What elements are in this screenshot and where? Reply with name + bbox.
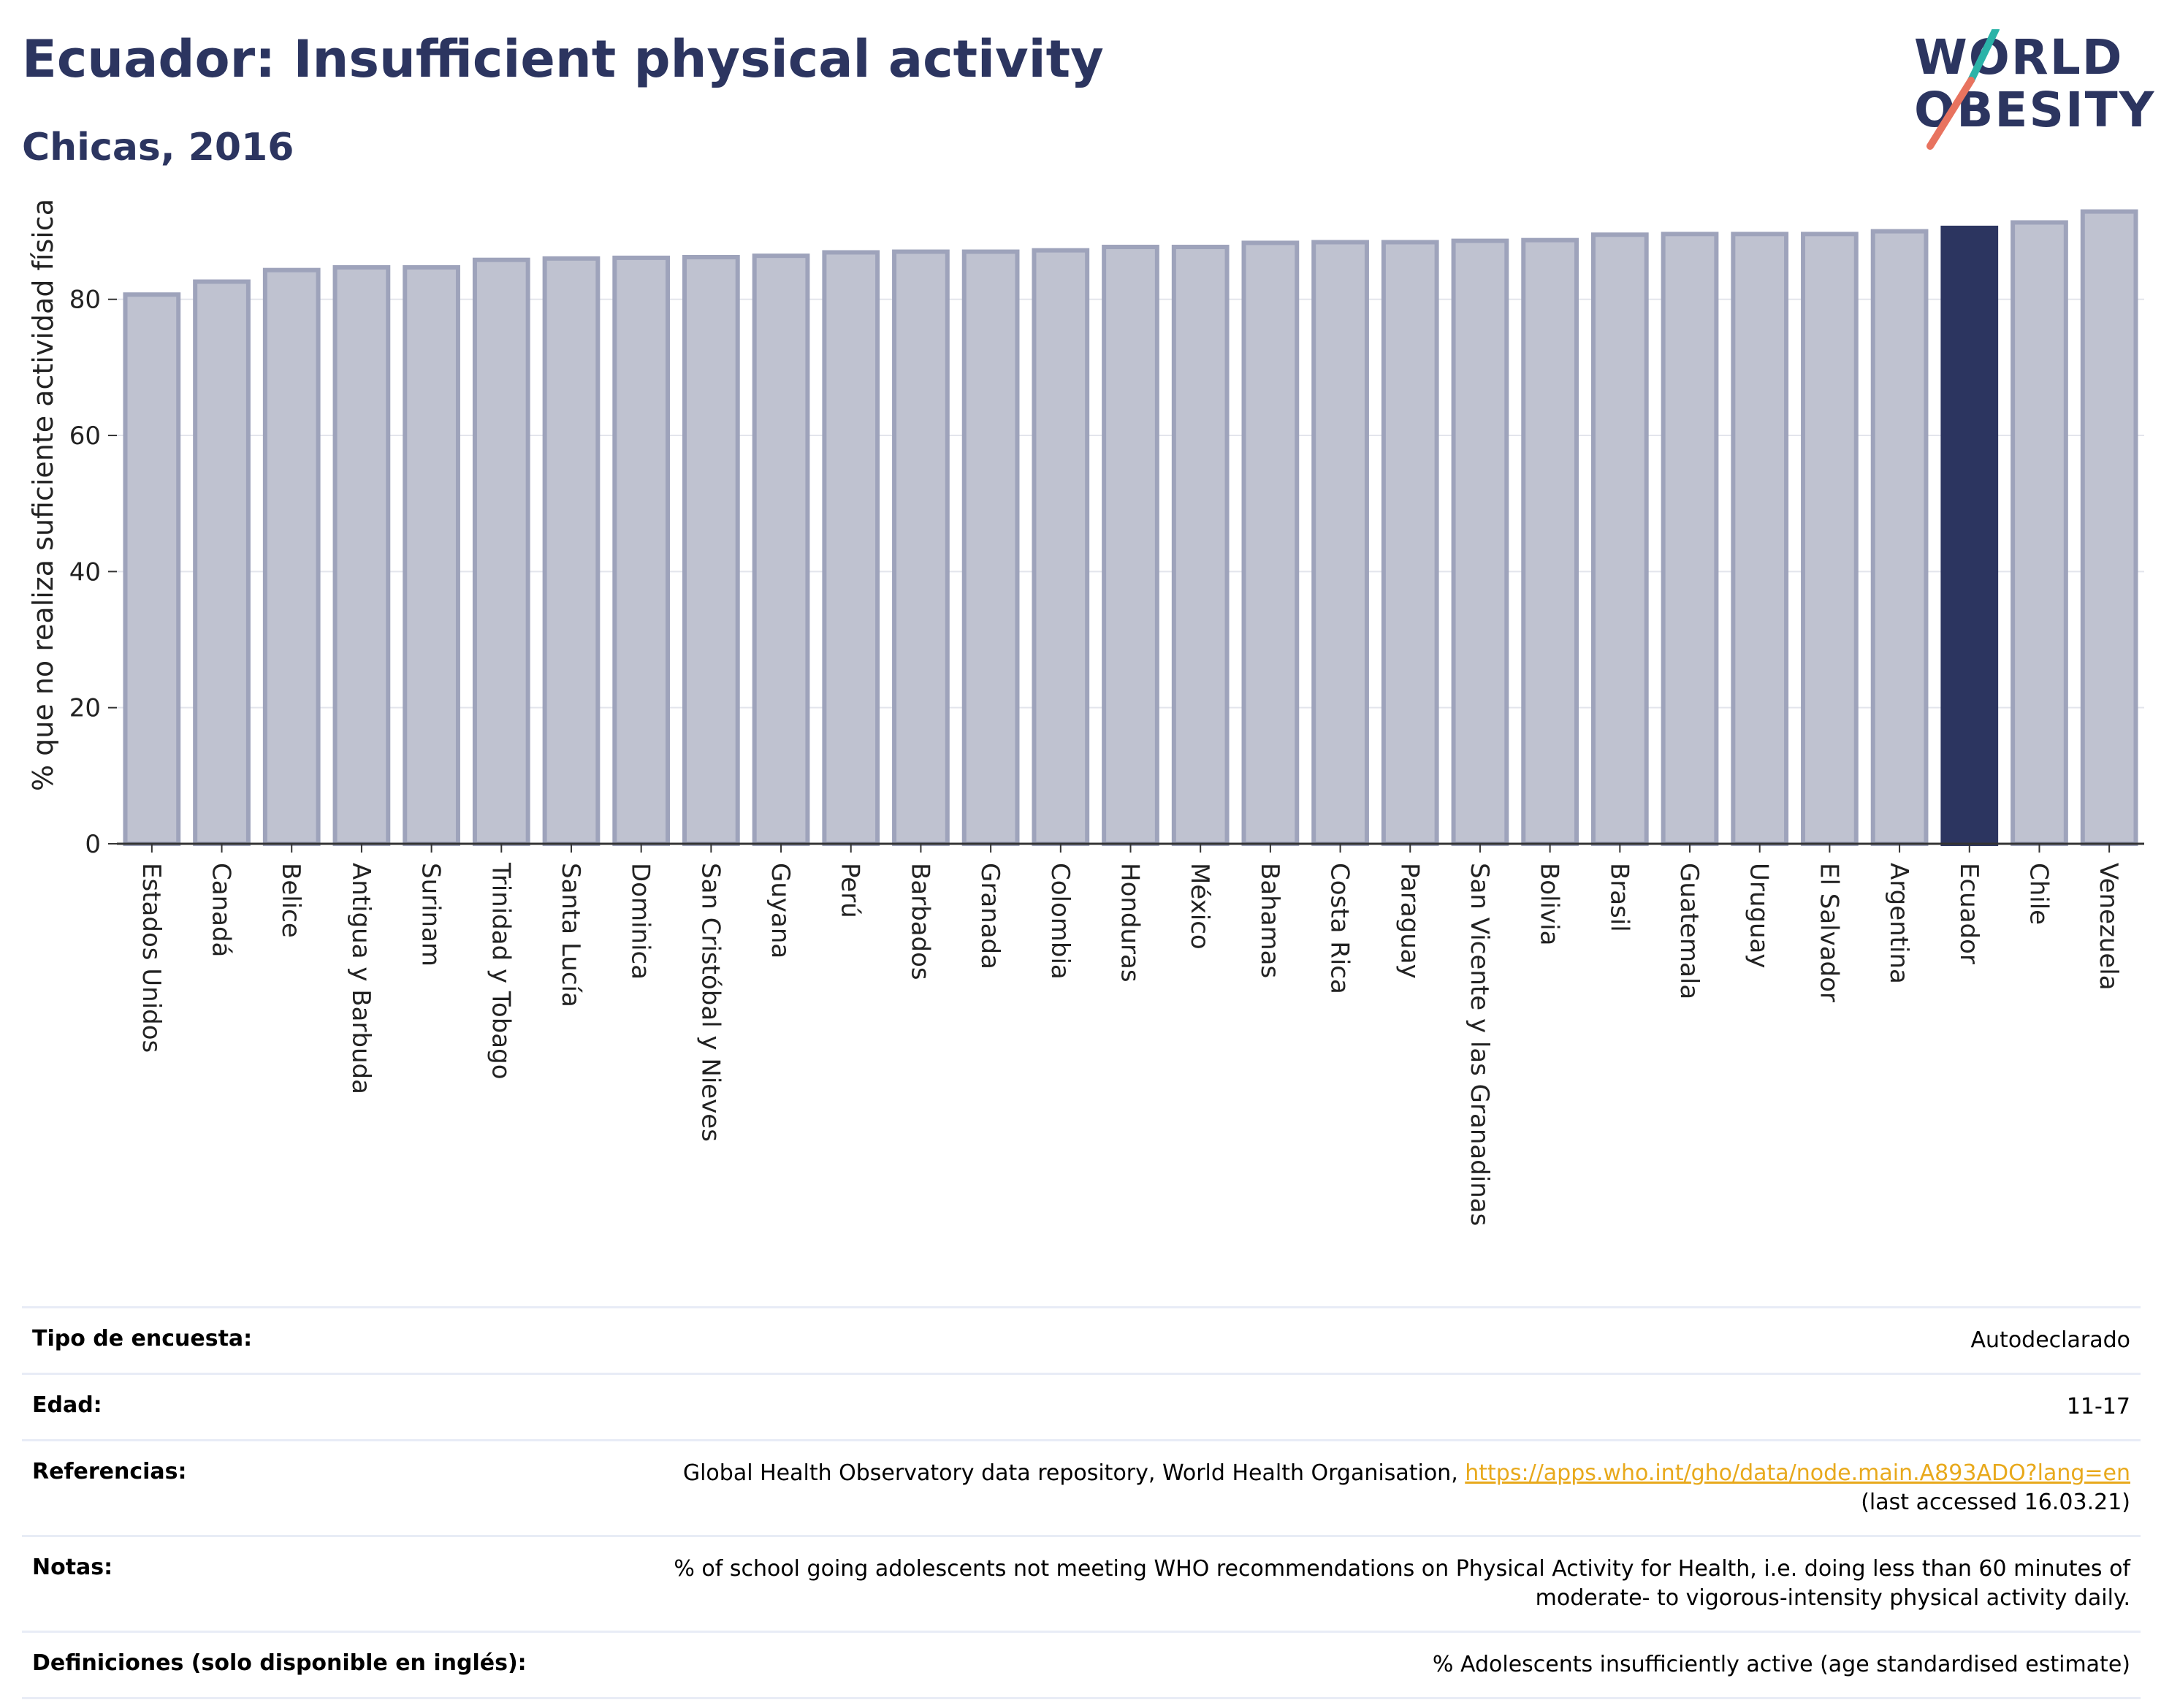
reference-link[interactable]: https://apps.who.int/gho/data/node.main.… bbox=[1465, 1460, 2130, 1486]
bar-belice bbox=[262, 267, 321, 846]
bar-canad- bbox=[193, 279, 251, 846]
x-tick-label: Uruguay bbox=[1745, 863, 1774, 969]
reference-accessed: (last accessed 16.03.21) bbox=[1861, 1490, 2130, 1515]
bar-antigua-y-barbuda bbox=[332, 264, 391, 846]
x-tick-label: Colombia bbox=[1045, 863, 1075, 980]
x-tick-label: El Salvador bbox=[1814, 863, 1843, 1002]
x-tick-label: Bolivia bbox=[1535, 863, 1564, 945]
bar-granada bbox=[961, 249, 1020, 846]
bar-guyana bbox=[752, 253, 810, 846]
bar-costa-rica bbox=[1311, 240, 1369, 847]
bar-ecuador bbox=[1940, 225, 1999, 846]
x-tick-label: San Vicente y las Granadinas bbox=[1465, 863, 1494, 1226]
notes-line2: moderate- to vigorous-intensity physical… bbox=[1535, 1585, 2130, 1611]
x-axis-ticks: Estados Unidos Canadá Belice Antigua y Barb… bbox=[137, 844, 2123, 1226]
bar-san-crist-bal-y-nieves bbox=[682, 254, 740, 846]
y-tick-label: 0 bbox=[85, 830, 101, 859]
x-tick-label: Ecuador bbox=[1954, 863, 1983, 964]
bar-bahamas bbox=[1241, 240, 1300, 847]
metadata-table: Tipo de encuesta: Autodeclarado Edad: 11… bbox=[22, 1306, 2141, 1699]
meta-row-definitions: Definiciones (solo disponible en inglés)… bbox=[22, 1631, 2141, 1699]
x-tick-label: Estados Unidos bbox=[137, 863, 166, 1053]
bar-barbados bbox=[892, 249, 950, 846]
bar-trinidad-y-tobago bbox=[472, 257, 530, 846]
x-tick-label: Barbados bbox=[905, 863, 934, 980]
meta-value: % of school going adolescents not meetin… bbox=[674, 1555, 2130, 1613]
bar-colombia bbox=[1032, 248, 1090, 846]
y-tick-label: 20 bbox=[69, 694, 101, 723]
bar-m-xico bbox=[1171, 245, 1230, 846]
bar-santa-luc-a bbox=[542, 256, 601, 846]
x-tick-label: Chile bbox=[2024, 863, 2053, 925]
bar-surinam bbox=[403, 264, 460, 846]
x-tick-label: Antigua y Barbuda bbox=[346, 863, 376, 1094]
meta-key: Notas: bbox=[32, 1555, 113, 1580]
x-tick-label: Canadá bbox=[207, 863, 236, 957]
x-tick-label: Costa Rica bbox=[1325, 863, 1354, 994]
meta-key: Referencias: bbox=[32, 1459, 187, 1484]
y-tick-label: 60 bbox=[69, 422, 101, 451]
bar-per- bbox=[822, 250, 880, 846]
x-tick-label: México bbox=[1185, 863, 1214, 950]
bar-uruguay bbox=[1731, 232, 1789, 847]
logo-line1: WORLD bbox=[1914, 29, 2124, 85]
notes-line1: % of school going adolescents not meetin… bbox=[674, 1556, 2130, 1582]
bar-brasil bbox=[1590, 232, 1649, 847]
x-tick-label: Bahamas bbox=[1255, 863, 1284, 978]
meta-key: Definiciones (solo disponible en inglés)… bbox=[32, 1650, 527, 1676]
meta-row-survey-type: Tipo de encuesta: Autodeclarado bbox=[22, 1306, 2141, 1373]
x-tick-label: Argentina bbox=[1884, 863, 1913, 984]
page-subtitle: Chicas, 2016 bbox=[22, 126, 294, 169]
bar-chart: 0 20 40 60 80 Estados Unidos Canadá Belice Anti… bbox=[27, 199, 2144, 1226]
reference-text: Global Health Observatory data repositor… bbox=[682, 1460, 1466, 1486]
bar-chile bbox=[2011, 220, 2068, 846]
y-axis-ticks: 0 20 40 60 80 bbox=[69, 286, 117, 859]
meta-value: % Adolescents insufficiently active (age… bbox=[1432, 1652, 2130, 1677]
bar-el-salvador bbox=[1801, 232, 1859, 847]
logo-slash-icon bbox=[1926, 29, 2000, 150]
x-tick-label: Perú bbox=[836, 863, 865, 918]
y-tick-label: 80 bbox=[69, 286, 101, 315]
y-axis-label: % que no realiza suficiente actividad fí… bbox=[27, 199, 59, 791]
meta-value: 11-17 bbox=[2066, 1394, 2130, 1419]
bar-dominica bbox=[612, 255, 671, 846]
bars bbox=[123, 209, 2138, 847]
meta-key: Edad: bbox=[32, 1392, 102, 1418]
meta-value: Autodeclarado bbox=[1970, 1327, 2130, 1353]
x-tick-label: Granada bbox=[975, 863, 1005, 969]
bar-honduras bbox=[1102, 245, 1159, 846]
x-tick-label: Surinam bbox=[416, 863, 446, 967]
x-tick-label: Trinidad y Tobago bbox=[486, 862, 515, 1080]
x-tick-label: Santa Lucía bbox=[556, 863, 585, 1007]
x-tick-label: Paraguay bbox=[1395, 863, 1424, 979]
bar-guatemala bbox=[1661, 232, 1719, 847]
x-tick-label: Dominica bbox=[626, 863, 655, 980]
x-tick-label: Venezuela bbox=[2094, 863, 2123, 991]
meta-value: Global Health Observatory data repositor… bbox=[683, 1459, 2130, 1517]
meta-row-references: Referencias: Global Health Observatory d… bbox=[22, 1439, 2141, 1535]
meta-row-age: Edad: 11-17 bbox=[22, 1373, 2141, 1439]
x-tick-label: Guyana bbox=[766, 863, 795, 958]
world-obesity-logo: WORLD OBESITY bbox=[1899, 29, 2154, 153]
y-tick-label: 40 bbox=[69, 557, 101, 587]
x-tick-label: Guatemala bbox=[1674, 863, 1704, 999]
bar-estados-unidos bbox=[123, 292, 181, 847]
x-tick-label: Honduras bbox=[1116, 863, 1145, 983]
x-tick-label: Brasil bbox=[1604, 863, 1634, 932]
bar-san-vicente-y-las-granadinas bbox=[1451, 238, 1509, 847]
bar-paraguay bbox=[1381, 240, 1439, 847]
bar-bolivia bbox=[1521, 237, 1579, 847]
x-tick-label: San Cristóbal y Nieves bbox=[695, 863, 725, 1142]
bar-argentina bbox=[1870, 229, 1929, 847]
page-title: Ecuador: Insufficient physical activity bbox=[22, 29, 1104, 89]
meta-row-notes: Notas: % of school going adolescents not… bbox=[22, 1535, 2141, 1631]
x-tick-label: Belice bbox=[276, 863, 305, 938]
meta-key: Tipo de encuesta: bbox=[32, 1326, 253, 1351]
bar-venezuela bbox=[2080, 209, 2138, 846]
